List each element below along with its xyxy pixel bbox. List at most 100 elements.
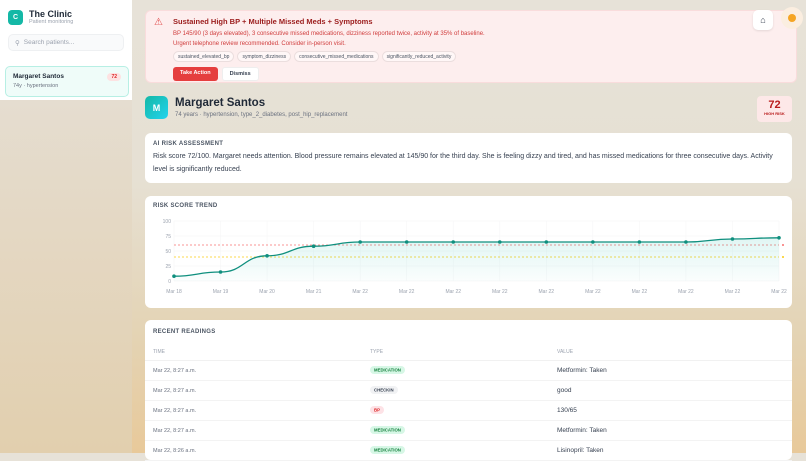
y-tick-label: 25 bbox=[165, 264, 171, 270]
reading-time: Mar 22, 8:27 a.m. bbox=[145, 400, 362, 421]
col-type: TYPE bbox=[362, 344, 549, 361]
page-title: Margaret Santos bbox=[175, 97, 266, 109]
alert-text: BP 145/90 (3 days elevated), 3 consecuti… bbox=[173, 29, 788, 49]
threshold-marker bbox=[782, 244, 784, 246]
alert-tag: sustained_elevated_bp bbox=[173, 51, 235, 62]
alert-tag: significantly_reduced_activity bbox=[381, 51, 457, 62]
x-tick-label: Mar 19 bbox=[213, 289, 229, 295]
alert-tag: symptom_dizziness bbox=[237, 51, 292, 62]
alert-tags: sustained_elevated_bp symptom_dizziness … bbox=[173, 51, 788, 62]
reading-time: Mar 22, 8:27 a.m. bbox=[145, 360, 362, 381]
reading-type: MEDICATION bbox=[362, 440, 549, 461]
data-point bbox=[451, 240, 456, 244]
data-point bbox=[591, 240, 595, 244]
reading-type: BP bbox=[362, 400, 549, 421]
threshold-marker bbox=[782, 256, 784, 258]
data-point bbox=[684, 240, 688, 244]
x-tick-label: Mar 22 bbox=[539, 289, 555, 295]
patient-list-item[interactable]: Margaret Santos 74y · hypertension 72 bbox=[5, 66, 129, 97]
recent-readings-card: RECENT READINGS TIME TYPE VALUE Mar 22, … bbox=[145, 320, 792, 461]
reading-value: Metformin: Taken bbox=[549, 420, 792, 441]
data-point bbox=[730, 237, 735, 241]
table-row[interactable]: Mar 22, 8:27 a.m. CHECKIN good bbox=[145, 380, 792, 401]
alert-line-1: BP 145/90 (3 days elevated), 3 consecuti… bbox=[173, 31, 485, 37]
type-badge: MEDICATION bbox=[370, 446, 405, 454]
table-row[interactable]: Mar 22, 8:27 a.m. MEDICATION Metformin: … bbox=[145, 420, 792, 441]
data-point bbox=[311, 244, 316, 248]
risk-trend-card: RISK SCORE TREND 0 25 50 75 100 Mar 18 Mar 19 M… bbox=[145, 196, 792, 308]
x-tick-label: Mar 18 bbox=[166, 289, 182, 295]
readings-table: TIME TYPE VALUE Mar 22, 8:27 a.m. MEDICA… bbox=[145, 344, 792, 461]
reading-type: MEDICATION bbox=[362, 420, 549, 441]
reading-time: Mar 22, 8:26 a.m. bbox=[145, 440, 362, 461]
home-icon: ⌂ bbox=[760, 15, 766, 25]
dismiss-button[interactable]: Dismiss bbox=[221, 67, 259, 81]
patient-avatar: M bbox=[145, 96, 168, 119]
data-point bbox=[218, 270, 223, 274]
reading-value: 130/65 bbox=[549, 400, 792, 421]
table-row[interactable]: Mar 22, 8:26 a.m. MEDICATION Lisinopril:… bbox=[145, 440, 792, 461]
col-time: TIME bbox=[145, 344, 362, 361]
alert-tag: consecutive_missed_medications bbox=[294, 51, 379, 62]
type-badge: BP bbox=[370, 406, 384, 414]
y-tick-label: 50 bbox=[165, 249, 171, 255]
patient-score-badge: 72 bbox=[107, 73, 121, 81]
data-point bbox=[777, 236, 781, 240]
chart-title: RISK SCORE TREND bbox=[153, 203, 218, 209]
x-tick-label: Mar 22 bbox=[678, 289, 694, 295]
type-badge: CHECKIN bbox=[370, 386, 398, 394]
brand-title: The Clinic bbox=[29, 9, 73, 19]
brand: C The Clinic Patient monitoring bbox=[8, 9, 124, 25]
alert-title: Sustained High BP + Multiple Missed Meds… bbox=[173, 17, 373, 26]
patient-sub: 74y · hypertension bbox=[13, 83, 59, 89]
home-button[interactable]: ⌂ bbox=[753, 10, 773, 30]
reading-value: good bbox=[549, 380, 792, 401]
take-action-button[interactable]: Take Action bbox=[173, 67, 218, 81]
search-input[interactable]: ⚲ Search patients... bbox=[8, 34, 124, 51]
risk-score-badge: 72 HIGH RISK bbox=[757, 96, 792, 122]
y-tick-label: 100 bbox=[163, 219, 172, 225]
y-tick-label: 75 bbox=[165, 234, 171, 240]
theme-toggle-button[interactable] bbox=[781, 7, 803, 29]
x-tick-label: Mar 22 bbox=[445, 289, 461, 295]
search-icon: ⚲ bbox=[15, 39, 20, 47]
reading-value: Metformin: Taken bbox=[549, 360, 792, 381]
brand-logo: C bbox=[8, 9, 23, 25]
reading-type: CHECKIN bbox=[362, 380, 549, 401]
type-badge: MEDICATION bbox=[370, 426, 405, 434]
risk-trend-chart: 0 25 50 75 100 Mar 18 Mar 19 Mar 20 Mar 21 Mar 22… bbox=[163, 219, 787, 295]
patient-description: 74 years · hypertension, type_2_diabetes… bbox=[175, 112, 348, 118]
table-row[interactable]: Mar 22, 8:27 a.m. BP 130/65 bbox=[145, 400, 792, 421]
x-tick-label: Mar 22 bbox=[771, 289, 787, 295]
data-point bbox=[172, 274, 176, 278]
y-tick-label: 0 bbox=[168, 279, 171, 285]
risk-line bbox=[173, 237, 780, 277]
search-placeholder: Search patients... bbox=[23, 39, 75, 46]
warning-icon: ⚠ bbox=[154, 17, 163, 28]
ai-assessment-title: AI RISK ASSESSMENT bbox=[153, 141, 224, 147]
risk-label: HIGH RISK bbox=[764, 111, 785, 116]
data-point bbox=[404, 240, 409, 244]
type-badge: MEDICATION bbox=[370, 366, 405, 374]
sidebar: C The Clinic Patient monitoring ⚲ Search… bbox=[0, 0, 132, 453]
data-point bbox=[637, 240, 642, 244]
x-tick-label: Mar 22 bbox=[585, 289, 601, 295]
risk-score: 72 bbox=[768, 99, 781, 111]
data-point bbox=[265, 254, 269, 258]
reading-value: Lisinopril: Taken bbox=[549, 440, 792, 461]
x-tick-label: Mar 22 bbox=[632, 289, 648, 295]
ai-assessment-text: Risk score 72/100. Margaret needs attent… bbox=[153, 153, 773, 173]
patient-name: Margaret Santos bbox=[13, 73, 64, 80]
x-tick-label: Mar 20 bbox=[259, 289, 275, 295]
table-row[interactable]: Mar 22, 8:27 a.m. MEDICATION Metformin: … bbox=[145, 360, 792, 381]
data-point bbox=[358, 240, 362, 244]
sun-icon bbox=[788, 14, 796, 22]
x-tick-label: Mar 22 bbox=[352, 289, 368, 295]
col-value: VALUE bbox=[549, 344, 792, 361]
x-tick-label: Mar 22 bbox=[399, 289, 415, 295]
x-tick-label: Mar 21 bbox=[306, 289, 322, 295]
brand-subtitle: Patient monitoring bbox=[29, 19, 74, 25]
alert-line-2: Urgent telephone review recommended. Con… bbox=[173, 41, 346, 47]
risk-area bbox=[174, 237, 779, 281]
ai-assessment-card: AI RISK ASSESSMENT Risk score 72/100. Ma… bbox=[145, 133, 792, 183]
